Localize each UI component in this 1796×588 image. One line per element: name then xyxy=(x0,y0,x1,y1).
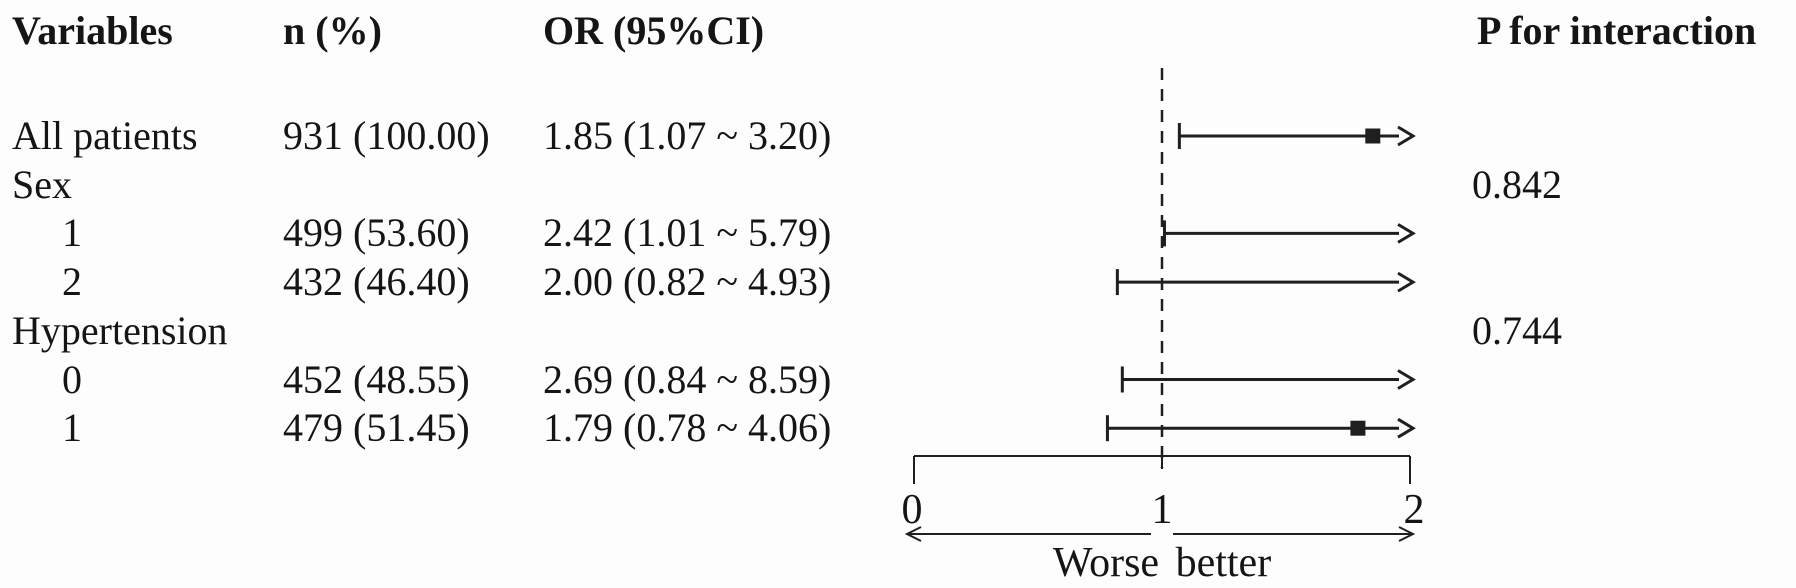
x-axis-tick-label-2: 2 xyxy=(1403,487,1425,533)
direction-arrowhead-right xyxy=(1398,526,1416,542)
row-or-ci-value: 1.79 (0.78 ~ 4.06) xyxy=(543,405,832,450)
column-header-variables: Variables xyxy=(12,8,173,53)
column-header-n-percent: n (%) xyxy=(283,8,382,53)
or-point-marker xyxy=(1350,420,1366,436)
row-n-percent-value: 432 (46.40) xyxy=(283,259,470,304)
row-or-ci-value: 2.42 (1.01 ~ 5.79) xyxy=(543,210,832,255)
ci-upper-arrow xyxy=(1397,417,1416,439)
row-n-percent-value: 452 (48.55) xyxy=(283,357,470,402)
row-p-interaction-value: 0.842 xyxy=(1472,162,1562,207)
ci-upper-arrow xyxy=(1397,125,1416,147)
x-axis-tick-label-0: 0 xyxy=(901,487,923,533)
ci-upper-arrow xyxy=(1397,271,1416,293)
row-variable-label: 2 xyxy=(62,259,82,304)
row-variable-label: 1 xyxy=(62,210,82,255)
row-variable-label: Sex xyxy=(12,162,72,207)
ci-upper-arrow xyxy=(1397,369,1416,390)
row-or-ci-value: 2.00 (0.82 ~ 4.93) xyxy=(543,259,832,304)
row-n-percent-value: 931 (100.00) xyxy=(283,113,490,158)
direction-arrowhead-left xyxy=(904,526,922,542)
column-header-p-interaction: P for interaction xyxy=(1477,8,1757,53)
row-n-percent-value: 499 (53.60) xyxy=(283,210,470,255)
x-axis-tick-label-1: 1 xyxy=(1151,487,1173,533)
row-or-ci-value: 2.69 (0.84 ~ 8.59) xyxy=(543,357,832,402)
row-variable-label: 1 xyxy=(62,405,82,450)
row-or-ci-value: 1.85 (1.07 ~ 3.20) xyxy=(543,113,832,158)
row-variable-label: All patients xyxy=(12,113,198,158)
row-variable-label: 0 xyxy=(62,357,82,402)
row-p-interaction-value: 0.744 xyxy=(1472,308,1562,353)
row-n-percent-value: 479 (51.45) xyxy=(283,405,470,450)
axis-caption: Worse better xyxy=(1052,540,1272,586)
or-point-marker xyxy=(1365,128,1381,144)
row-variable-label: Hypertension xyxy=(12,308,228,353)
column-header-or-ci: OR (95%CI) xyxy=(543,8,765,53)
ci-upper-arrow xyxy=(1397,223,1416,244)
